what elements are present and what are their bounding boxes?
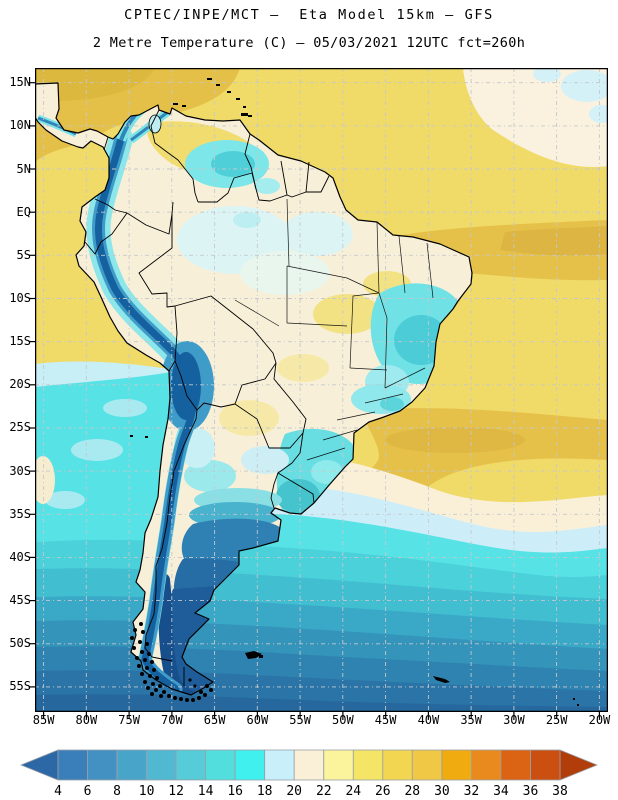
- colorbar-tick-label: 12: [168, 784, 184, 799]
- falkland-islands: [245, 651, 262, 659]
- islands-and-fjords: [130, 78, 579, 706]
- colorbar-tick-label: 8: [113, 784, 121, 799]
- state-borders: [234, 198, 434, 461]
- colorbar-segment: [530, 749, 561, 781]
- colorbar-segment: [411, 749, 443, 781]
- lon-label-30w: 30W: [503, 712, 525, 727]
- patagonia-fjord-speckles: [130, 622, 213, 702]
- lon-label-75w: 75W: [118, 712, 140, 727]
- lat-label-55s: 55S: [9, 679, 31, 694]
- lon-label-70w: 70W: [161, 712, 183, 727]
- colorbar-tick-label: 24: [345, 784, 361, 799]
- colorbar-tick-label: 34: [493, 784, 509, 799]
- colorbar-tick-label: 22: [316, 784, 332, 799]
- lon-label-45w: 45W: [374, 712, 397, 727]
- colorbar-tick-label: 10: [139, 784, 155, 799]
- lat-label-30s: 30S: [9, 463, 31, 478]
- lon-label-60w: 60W: [246, 712, 269, 727]
- colorbar-tick-label: 32: [464, 784, 480, 799]
- lon-label-20w: 20W: [588, 712, 611, 727]
- map-frame: [35, 68, 608, 712]
- map-plot: [35, 68, 608, 712]
- colorbar-segment: [205, 749, 236, 781]
- colorbar-tick-label: 20: [286, 784, 302, 799]
- colorbar-tick-label: 30: [434, 784, 450, 799]
- lon-label-50w: 50W: [332, 712, 354, 727]
- lon-label-85w: 85W: [32, 712, 55, 727]
- lon-label-25w: 25W: [545, 712, 568, 727]
- chart-subtitle: 2 Metre Temperature (C) – 05/03/2021 12U…: [92, 35, 526, 51]
- colorbar-tick-label: 38: [552, 784, 568, 799]
- colorbar-tick-label: 6: [84, 784, 92, 799]
- colorbar-tick-label: 36: [523, 784, 539, 799]
- colorbar-segment: [352, 749, 384, 781]
- colorbar-segment: [382, 749, 413, 781]
- colorbar-segment: [323, 749, 354, 781]
- lat-label-35s: 35S: [9, 506, 31, 521]
- colorbar-segment: [500, 749, 531, 781]
- colorbar-segment: [87, 749, 118, 781]
- lat-label-eq: EQ: [16, 204, 31, 219]
- colorbar-segment: [175, 749, 207, 781]
- lat-label-20s: 20S: [9, 377, 31, 392]
- colorbar-tick-label: 28: [404, 784, 420, 799]
- colorbar-arrow-right: [559, 749, 599, 781]
- lat-label-10n: 10N: [9, 118, 31, 133]
- lon-label-40w: 40W: [417, 712, 440, 727]
- lon-label-35w: 35W: [460, 712, 482, 727]
- lat-label-15s: 15S: [9, 334, 31, 349]
- colorbar-tick-label: 14: [198, 784, 214, 799]
- colorbar-segment: [293, 749, 325, 781]
- chart-title: CPTEC/INPE/MCT – Eta Model 15km – GFS: [124, 7, 494, 23]
- colorbar-segment: [441, 749, 472, 781]
- lat-label-25s: 25S: [9, 420, 31, 435]
- lon-label-65w: 65W: [203, 712, 226, 727]
- coastline: [35, 82, 473, 696]
- colorbar-segment: [470, 749, 502, 781]
- colorbar-segment: [116, 749, 147, 781]
- lat-label-10s: 10S: [9, 290, 31, 305]
- colorbar-segment: [146, 749, 177, 781]
- lat-label-5n: 5N: [16, 161, 31, 176]
- graticule-grid: [35, 68, 608, 712]
- lon-label-80w: 80W: [75, 712, 98, 727]
- colorbar-segment: [234, 749, 266, 781]
- colorbar-segment: [264, 749, 295, 781]
- lat-label-5s: 5S: [16, 247, 31, 262]
- colorbar-tick-label: 16: [227, 784, 243, 799]
- lat-label-45s: 45S: [9, 593, 31, 608]
- lat-label-40s: 40S: [9, 549, 31, 564]
- colorbar-tick-label: 18: [257, 784, 273, 799]
- colorbar-tick-label: 4: [54, 784, 62, 799]
- coastlines-and-borders: [35, 82, 473, 696]
- colorbar-arrow-left: [19, 749, 59, 781]
- lat-label-15n: 15N: [9, 75, 31, 90]
- colorbar-segment: [57, 749, 88, 781]
- south-georgia-island: [433, 676, 450, 683]
- lat-label-50s: 50S: [9, 636, 31, 651]
- colorbar-tick-label: 26: [375, 784, 391, 799]
- lon-label-55w: 55W: [289, 712, 311, 727]
- temperature-colorbar: 4 6 8 10 12 14 16 18 20 22 24 26 28 30 32 34 36 38: [19, 749, 599, 799]
